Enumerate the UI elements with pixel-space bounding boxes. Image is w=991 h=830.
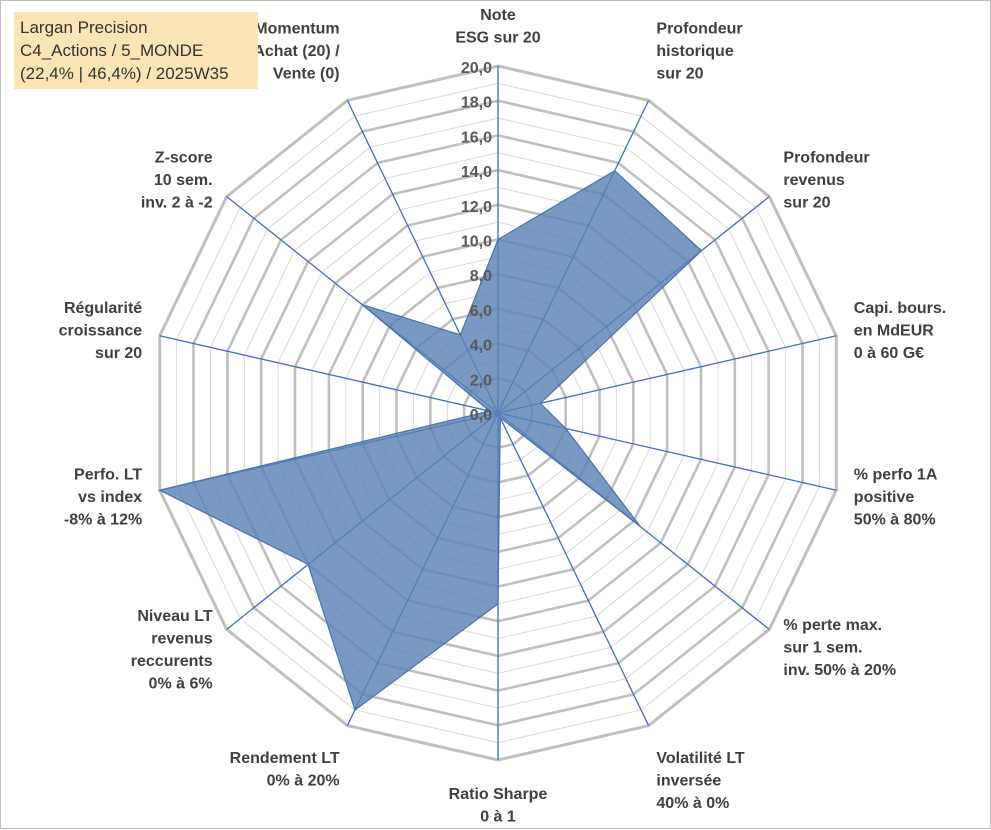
axis-label-line: Note <box>480 7 516 24</box>
axis-label-line: 0% à 6% <box>149 675 213 692</box>
axis-label-line: Profondeur <box>656 21 742 38</box>
axis-label-line: Ratio Sharpe <box>449 786 548 803</box>
axis-label-line: Régularité <box>64 300 142 317</box>
axis-label-line: Achat (20) / <box>253 43 340 60</box>
axis-label-line: 0 à 1 <box>480 809 516 826</box>
axis-label: Perfo. LT vs index -8% à 12% <box>64 467 142 529</box>
tick-label: 4,0 <box>470 338 492 355</box>
axis-label-line: sur 1 sem. <box>783 640 862 657</box>
axis-label: Ratio Sharpe 0 à 1 <box>449 786 548 826</box>
axis-label-line: Perfo. LT <box>74 467 142 484</box>
axis-label-line: % perfo 1A <box>854 467 938 484</box>
axis-label-line: historique <box>656 43 733 60</box>
axis-label-line: % perte max. <box>783 617 882 634</box>
axis-label-line: Niveau LT <box>137 608 213 625</box>
axis-label-line: 50% à 80% <box>854 512 936 529</box>
axis-label-line: Momentum <box>254 21 339 38</box>
tick-label: 16,0 <box>461 129 492 146</box>
axis-label: Momentum Achat (20) / Vente (0) <box>253 21 340 83</box>
axis-label-line: 40% à 0% <box>656 795 729 812</box>
axis-label-line: 0% à 20% <box>267 772 340 789</box>
axis-label-line: revenus <box>151 630 212 647</box>
axis-label-line: Profondeur <box>783 149 869 166</box>
axis-label-line: vs index <box>78 489 142 506</box>
axis-label-line: croissance <box>59 322 143 339</box>
axis-label: Capi. bours. en MdEUR 0 à 60 G€ <box>854 300 946 362</box>
axis-label-line: revenus <box>783 172 844 189</box>
title-line-1: Largan Precision <box>20 18 148 37</box>
tick-label: 18,0 <box>461 95 492 112</box>
axis-label-line: Vente (0) <box>273 66 340 83</box>
axis-label-line: -8% à 12% <box>64 512 142 529</box>
axis-label: % perte max. sur 1 sem. inv. 50% à 20% <box>783 617 896 679</box>
axis-label-line: ESG sur 20 <box>455 30 540 47</box>
axis-label: Volatilité LT inversée 40% à 0% <box>656 750 745 812</box>
axis-label: Niveau LT revenus reccurents 0% à 6% <box>131 608 213 693</box>
axis-label-line: 10 sem. <box>154 172 213 189</box>
tick-label: 0,0 <box>470 407 492 424</box>
axis-label-line: sur 20 <box>783 194 830 211</box>
axis-label-line: inversée <box>656 772 721 789</box>
tick-label: 20,0 <box>461 60 492 77</box>
axis-spoke <box>497 412 650 726</box>
axis-label-line: reccurents <box>131 653 213 670</box>
tick-labels: 0,0 2,0 4,0 6,0 8,0 10,0 12,0 14,0 16,0 18,0 20,0 <box>461 60 492 424</box>
axis-label: Profondeur historique sur 20 <box>656 21 742 83</box>
tick-label: 12,0 <box>461 199 492 216</box>
title-line-2: C4_Actions / 5_MONDE <box>20 41 204 60</box>
axis-label: Régularité croissance sur 20 <box>59 300 143 362</box>
tick-label: 2,0 <box>470 372 492 389</box>
axis-label-line: inv. 50% à 20% <box>783 662 896 679</box>
axis-label-line: Capi. bours. <box>854 300 946 317</box>
axis-spoke <box>497 335 837 414</box>
axis-label-line: 0 à 60 G€ <box>854 345 924 362</box>
axis-label-line: sur 20 <box>656 66 703 83</box>
axis-label-line: Rendement LT <box>230 750 340 767</box>
tick-label: 10,0 <box>461 234 492 251</box>
axis-label: Z-score 10 sem. inv. 2 à -2 <box>141 149 213 211</box>
axis-label-line: inv. 2 à -2 <box>141 194 213 211</box>
tick-label: 14,0 <box>461 164 492 181</box>
tick-label: 6,0 <box>470 303 492 320</box>
axis-spoke <box>159 335 499 414</box>
axis-label: Note ESG sur 20 <box>455 7 540 47</box>
title-line-3: (22,4% | 46,4%) / 2025W35 <box>20 64 229 83</box>
chart-title-box: Largan Precision C4_Actions / 5_MONDE (2… <box>14 12 258 89</box>
axis-label-line: Z-score <box>155 149 213 166</box>
axis-label: % perfo 1A positive 50% à 80% <box>854 467 938 529</box>
axis-labels: Note ESG sur 20 Profondeur historique sur 20… <box>59 7 947 826</box>
tick-label: 8,0 <box>470 268 492 285</box>
axis-label-line: Volatilité LT <box>656 750 745 767</box>
axis-label-line: sur 20 <box>95 345 142 362</box>
series-area <box>157 169 703 711</box>
axis-label-line: positive <box>854 489 915 506</box>
data-series <box>157 169 703 711</box>
axis-label: Rendement LT 0% à 20% <box>230 750 340 790</box>
axis-label: Profondeur revenus sur 20 <box>783 149 869 211</box>
axis-label-line: en MdEUR <box>854 322 934 339</box>
